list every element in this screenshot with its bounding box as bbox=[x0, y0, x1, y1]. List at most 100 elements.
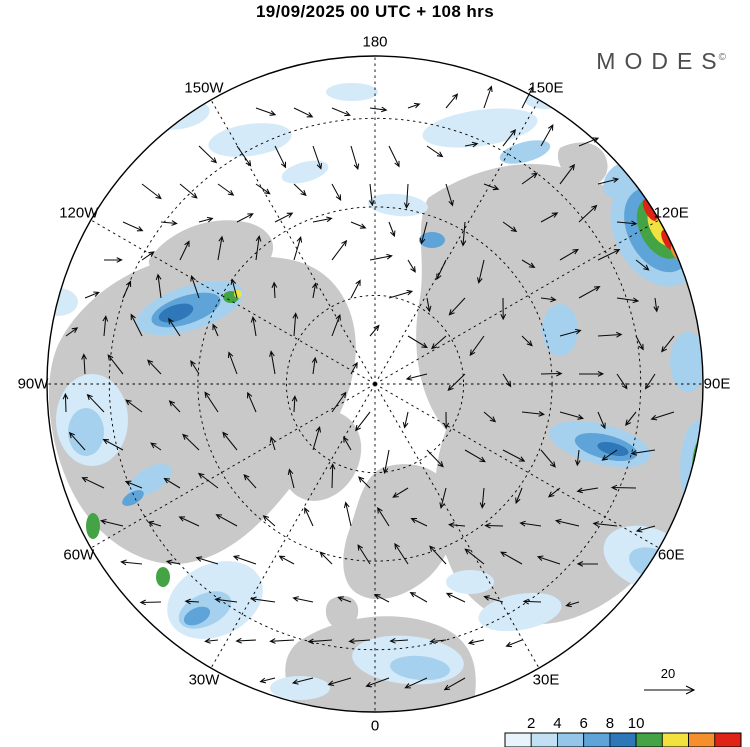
wind-arrow bbox=[197, 472, 219, 489]
wind-arrow bbox=[293, 236, 303, 261]
wind-arrow bbox=[369, 324, 380, 337]
wind-arrow bbox=[331, 313, 341, 337]
wind-arrow bbox=[559, 248, 579, 261]
shading-patch bbox=[419, 232, 445, 248]
land-shape bbox=[148, 220, 274, 282]
colorbar-segment bbox=[530, 732, 558, 747]
wind-arrow bbox=[483, 183, 500, 191]
longitude-label: 30W bbox=[189, 672, 221, 689]
wind-arrow bbox=[436, 259, 447, 281]
wind-arrow bbox=[407, 335, 428, 349]
wind-arrow bbox=[122, 221, 144, 232]
wind-arrow-layer bbox=[62, 85, 675, 691]
wind-arrow bbox=[255, 234, 262, 261]
wind-arrow bbox=[147, 359, 162, 375]
land-shape bbox=[48, 254, 356, 564]
shading-patch bbox=[670, 332, 703, 392]
wind-arrow bbox=[425, 297, 432, 313]
longitude-label: 60W bbox=[63, 547, 95, 564]
wind-arrow bbox=[179, 240, 190, 261]
wind-arrow bbox=[214, 597, 238, 603]
wind-arrow bbox=[505, 639, 523, 648]
wind-arrow bbox=[443, 677, 466, 691]
wind-arrow bbox=[348, 638, 371, 644]
wind-arrow bbox=[250, 596, 276, 603]
land-shape bbox=[416, 164, 703, 625]
wind-arrow bbox=[84, 291, 100, 299]
wind-arrow bbox=[312, 145, 323, 170]
meridian-line bbox=[374, 219, 660, 385]
wind-arrow bbox=[661, 335, 675, 353]
wind-arrow bbox=[168, 317, 181, 337]
wind-arrow bbox=[521, 85, 534, 109]
wind-arrow bbox=[392, 487, 409, 498]
wind-arrow bbox=[447, 373, 466, 391]
wind-arrow bbox=[429, 638, 447, 644]
reference-arrow-legend: 20 bbox=[644, 666, 696, 695]
wind-arrow bbox=[319, 551, 333, 565]
shading-patch bbox=[542, 304, 578, 356]
wind-arrow bbox=[597, 177, 620, 185]
wind-arrow bbox=[291, 395, 298, 413]
wind-arrow bbox=[565, 601, 580, 608]
page-title: 19/09/2025 00 UTC + 108 hrs bbox=[255, 2, 495, 21]
wind-arrow bbox=[476, 259, 485, 284]
wind-arrow bbox=[407, 102, 421, 109]
wind-arrow bbox=[68, 431, 86, 451]
wind-arrow bbox=[389, 637, 409, 644]
longitude-label: 150W bbox=[184, 79, 224, 96]
colorbar-tick-label: 4 bbox=[553, 715, 561, 732]
wind-arrow bbox=[184, 598, 200, 605]
wind-arrow bbox=[168, 400, 181, 413]
wind-arrow bbox=[236, 145, 252, 167]
meridian-line bbox=[374, 383, 660, 549]
colorbar-segment bbox=[557, 732, 585, 747]
wind-arrow bbox=[103, 257, 123, 263]
wind-arrow bbox=[576, 561, 599, 567]
wind-arrow bbox=[625, 411, 637, 426]
wind-arrow bbox=[160, 220, 178, 226]
shading-patch bbox=[128, 464, 172, 496]
shading-patch bbox=[642, 199, 658, 221]
wind-arrow bbox=[500, 297, 507, 321]
shading-patch bbox=[270, 676, 330, 700]
land-layer bbox=[48, 142, 703, 712]
longitude-label: 60E bbox=[658, 547, 685, 564]
wind-arrow bbox=[410, 517, 428, 527]
wind-arrow bbox=[502, 129, 517, 147]
wind-arrow bbox=[343, 501, 352, 527]
wind-arrow bbox=[616, 373, 628, 390]
wind-arrow bbox=[483, 85, 493, 109]
wind-arrow bbox=[405, 373, 428, 381]
wind-arrow bbox=[190, 274, 200, 299]
wind-arrow bbox=[343, 436, 352, 451]
wind-arrow bbox=[141, 183, 162, 200]
shading-patch bbox=[122, 490, 144, 506]
wind-arrow bbox=[102, 315, 109, 337]
colorbar-segment bbox=[609, 732, 637, 747]
meridian-line bbox=[90, 219, 376, 385]
wind-arrow bbox=[576, 487, 599, 494]
wind-arrow bbox=[236, 213, 254, 223]
wind-arrow bbox=[635, 525, 656, 533]
graticule bbox=[47, 56, 703, 712]
wind-arrow bbox=[269, 638, 295, 644]
meridian-line bbox=[210, 99, 376, 385]
wind-arrow bbox=[502, 221, 518, 233]
wind-arrow bbox=[483, 411, 497, 423]
wind-arrow bbox=[269, 350, 276, 375]
wind-arrow bbox=[130, 313, 143, 337]
wind-arrow bbox=[139, 599, 162, 606]
wind-arrow bbox=[592, 521, 618, 527]
wind-arrow bbox=[250, 316, 257, 337]
wind-arrow bbox=[292, 596, 314, 603]
wind-arrow bbox=[204, 391, 219, 413]
wind-arrow bbox=[81, 477, 105, 489]
wind-arrow bbox=[278, 555, 295, 565]
colorbar-segment bbox=[583, 732, 611, 747]
shading-patch bbox=[701, 448, 703, 480]
wind-arrow bbox=[554, 518, 580, 527]
wind-arrow bbox=[358, 476, 371, 489]
modes-logo: MODES© bbox=[596, 48, 726, 75]
